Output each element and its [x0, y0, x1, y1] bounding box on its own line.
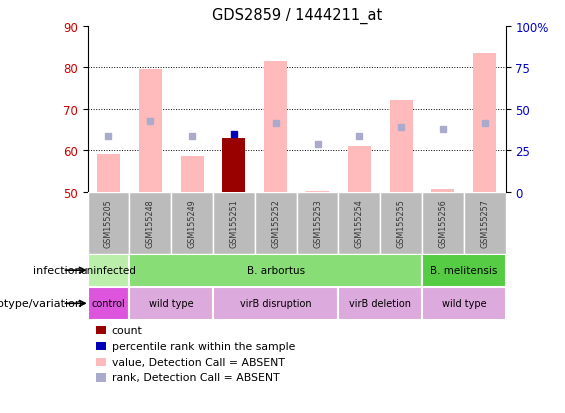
Bar — [181, 157, 203, 192]
Text: GSM155254: GSM155254 — [355, 199, 364, 247]
Text: GSM155252: GSM155252 — [271, 199, 280, 247]
Bar — [139, 70, 162, 192]
Bar — [171, 192, 213, 254]
Text: GSM155257: GSM155257 — [480, 199, 489, 247]
Bar — [88, 192, 129, 254]
Text: GSM155251: GSM155251 — [229, 199, 238, 247]
Bar — [297, 192, 338, 254]
Bar — [390, 101, 412, 192]
Text: infection: infection — [33, 266, 82, 275]
Bar — [88, 287, 129, 320]
Bar — [464, 192, 506, 254]
Text: GSM155248: GSM155248 — [146, 199, 155, 247]
Text: wild type: wild type — [149, 299, 193, 309]
Bar — [264, 62, 287, 192]
Bar — [422, 254, 506, 287]
Bar — [432, 190, 454, 192]
Text: GSM155249: GSM155249 — [188, 199, 197, 247]
Text: GSM155256: GSM155256 — [438, 199, 447, 247]
Bar — [338, 287, 422, 320]
Text: GSM155205: GSM155205 — [104, 199, 113, 247]
Text: B. melitensis: B. melitensis — [430, 266, 498, 275]
Text: virB disruption: virB disruption — [240, 299, 311, 309]
Text: rank, Detection Call = ABSENT: rank, Detection Call = ABSENT — [112, 373, 280, 382]
Bar — [338, 192, 380, 254]
Title: GDS2859 / 1444211_at: GDS2859 / 1444211_at — [211, 8, 382, 24]
Bar — [306, 191, 329, 192]
Bar — [223, 138, 245, 192]
Bar — [129, 287, 213, 320]
Text: percentile rank within the sample: percentile rank within the sample — [112, 341, 295, 351]
Text: GSM155253: GSM155253 — [313, 199, 322, 247]
Text: B. arbortus: B. arbortus — [247, 266, 305, 275]
Bar — [255, 192, 297, 254]
Text: value, Detection Call = ABSENT: value, Detection Call = ABSENT — [112, 357, 285, 367]
Bar — [380, 192, 422, 254]
Bar — [422, 192, 464, 254]
Bar — [213, 287, 338, 320]
Bar — [88, 254, 129, 287]
Bar — [422, 287, 506, 320]
Bar — [97, 155, 120, 192]
Text: count: count — [112, 325, 142, 335]
Text: virB deletion: virB deletion — [349, 299, 411, 309]
Bar — [473, 54, 496, 192]
Text: uninfected: uninfected — [81, 266, 136, 275]
Bar — [348, 147, 371, 192]
Bar — [213, 192, 255, 254]
Text: GSM155255: GSM155255 — [397, 199, 406, 247]
Text: genotype/variation: genotype/variation — [0, 299, 82, 309]
Text: control: control — [92, 299, 125, 309]
Text: wild type: wild type — [442, 299, 486, 309]
Bar — [129, 254, 422, 287]
Bar — [129, 192, 171, 254]
